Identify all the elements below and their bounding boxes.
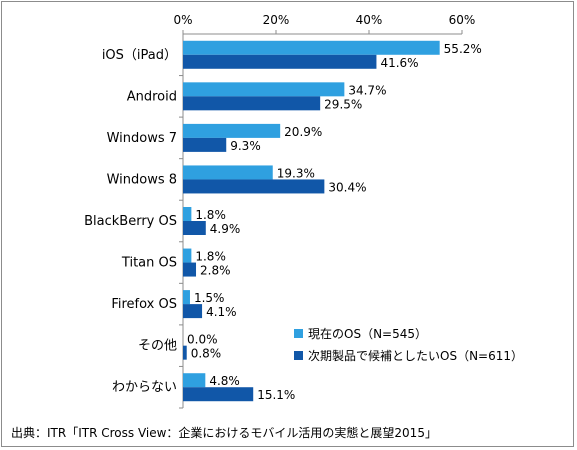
- data-label: 9.3%: [230, 139, 261, 153]
- data-label: 0.8%: [191, 347, 222, 361]
- data-label: 4.1%: [206, 305, 237, 319]
- data-label: 4.9%: [210, 222, 241, 236]
- bar-next: [183, 179, 325, 194]
- data-label: 55.2%: [444, 42, 482, 56]
- legend-swatch: [294, 351, 303, 360]
- x-tick-label: 20%: [263, 13, 290, 27]
- bar-next: [183, 96, 321, 111]
- bar-chart: 0% 20% 40% 60% iOS（iPad） 55.2% 41.6% Android 34.…: [84, 13, 523, 409]
- bar-current: [183, 248, 192, 263]
- data-label: 1.8%: [195, 208, 226, 222]
- category-label: BlackBerry OS: [84, 214, 177, 229]
- data-label: 29.5%: [324, 97, 362, 111]
- legend-swatch: [294, 329, 303, 338]
- category-label: Android: [127, 89, 177, 104]
- category-label: その他: [138, 339, 177, 354]
- category-label: Windows 8: [107, 172, 177, 187]
- data-label: 2.8%: [200, 264, 231, 278]
- data-label: 30.4%: [328, 180, 366, 194]
- legend-label: 現在のOS（N=545）: [308, 327, 427, 341]
- bar-next: [183, 137, 227, 152]
- category-label: Windows 7: [107, 131, 177, 146]
- data-label: 20.9%: [284, 125, 322, 139]
- bar-next: [183, 304, 203, 319]
- category-label: iOS（iPad）: [102, 48, 177, 63]
- data-label: 19.3%: [277, 166, 315, 180]
- category-label: わからない: [112, 380, 177, 395]
- category-label: Firefox OS: [111, 297, 177, 312]
- bar-current: [183, 373, 206, 388]
- bar-next: [183, 345, 187, 360]
- x-tick-label: 60%: [449, 13, 476, 27]
- x-tick-label: 0%: [173, 13, 192, 27]
- bar-next: [183, 262, 197, 277]
- x-tick-label: 40%: [356, 13, 383, 27]
- bar-current: [183, 165, 273, 180]
- data-label: 15.1%: [257, 388, 295, 402]
- bar-next: [183, 387, 254, 402]
- data-label: 41.6%: [380, 56, 418, 70]
- bar-current: [183, 123, 281, 138]
- data-label: 1.8%: [195, 250, 226, 264]
- bar-current: [183, 40, 440, 55]
- data-label: 4.8%: [209, 374, 240, 388]
- data-label: 0.0%: [187, 333, 218, 347]
- category-label: Titan OS: [121, 256, 177, 271]
- bar-current: [183, 82, 345, 97]
- bar-current: [183, 207, 192, 221]
- bar-next: [183, 221, 206, 235]
- data-label: 1.5%: [194, 291, 225, 305]
- bar-current: [183, 290, 190, 305]
- legend-label: 次期製品で候補としたいOS（N=611）: [308, 349, 523, 363]
- bar-next: [183, 54, 377, 69]
- source-note: 出典：ITR「ITR Cross View：企業におけるモバイル活用の実態と展望…: [11, 426, 437, 440]
- data-label: 34.7%: [348, 83, 386, 97]
